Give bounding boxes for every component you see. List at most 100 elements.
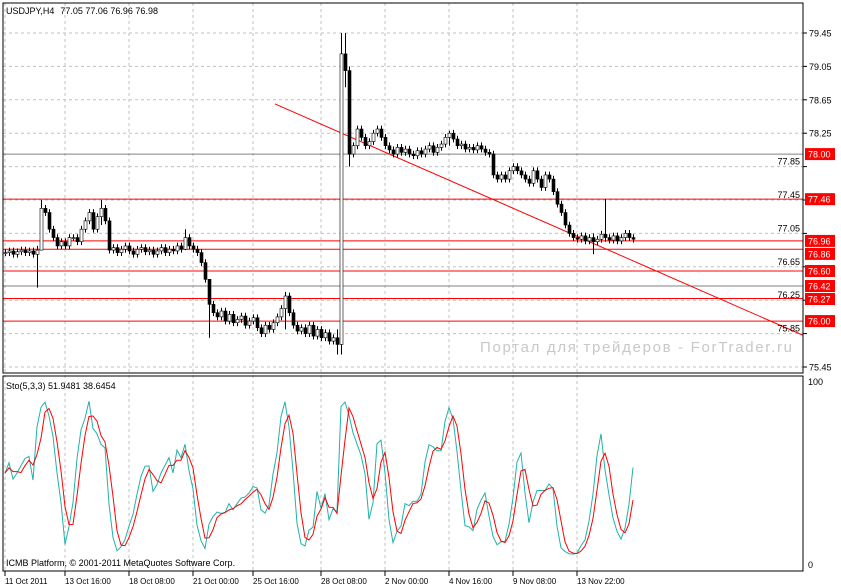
candle-body: [123, 245, 128, 250]
candle-body: [307, 324, 312, 334]
candle-body: [143, 247, 148, 253]
candle-body: [167, 248, 172, 253]
stochastic-lines: [4, 401, 634, 555]
candle-body: [291, 312, 296, 326]
price-tick-label: 77.85: [777, 157, 800, 167]
time-tick-label: 4 Nov 16:00: [449, 577, 493, 586]
candle-body: [603, 233, 608, 238]
candle-body: [587, 237, 592, 242]
candle-body: [571, 233, 576, 238]
candle-body: [79, 228, 84, 243]
price-tick-label: 79.05: [809, 62, 832, 72]
candle-body: [523, 174, 528, 180]
level-label-bg: [805, 293, 835, 306]
candle-body: [491, 153, 496, 176]
price-axis: 79.45 79.05 78.65 78.25 77.85 77.45 77.05 76.65…: [777, 29, 831, 373]
candle-body: [63, 241, 68, 247]
candle-body: [371, 132, 376, 142]
candle-body: [539, 178, 544, 188]
candle-body: [287, 295, 292, 314]
price-tick-label: 76.65: [777, 257, 800, 267]
candle-body: [51, 228, 56, 238]
candle-body: [463, 143, 468, 150]
candle-body: [131, 250, 136, 255]
candle-body: [299, 327, 304, 332]
candle-body: [115, 247, 120, 253]
candle-body: [3, 252, 8, 254]
candle-body: [343, 53, 348, 71]
candle-body: [35, 249, 40, 255]
candle-body: [459, 143, 464, 147]
candle-body: [327, 332, 332, 342]
candle-body: [471, 147, 476, 151]
time-tick-label: 9 Nov 08:00: [513, 577, 557, 586]
candle-body: [467, 147, 472, 150]
level-label-bg: [805, 315, 835, 328]
candle-body: [447, 132, 452, 138]
candle-body: [107, 220, 112, 251]
candle-body: [607, 237, 612, 241]
candle-body: [483, 148, 488, 153]
candle-body: [207, 279, 212, 305]
candle-body: [203, 262, 208, 280]
candle-body: [71, 237, 76, 239]
candle-body: [527, 178, 532, 184]
sto-axis-max: 100: [808, 377, 823, 387]
candle-body: [139, 247, 144, 250]
candle-body: [367, 141, 372, 147]
candle-body: [595, 238, 600, 243]
candle-body: [103, 208, 108, 222]
candle-body: [611, 235, 616, 241]
candle-body: [159, 247, 164, 252]
candle-body: [187, 237, 192, 247]
candle-body: [411, 153, 416, 157]
candle-body: [231, 314, 236, 324]
candle-body: [295, 324, 300, 332]
candle-body: [59, 241, 64, 247]
candle-body: [179, 245, 184, 250]
candle-body: [591, 237, 596, 243]
candle-body: [415, 150, 420, 157]
candle-body: [395, 147, 400, 155]
time-tick-label: 13 Oct 16:00: [65, 577, 111, 586]
candle-body: [475, 145, 480, 151]
candle-body: [87, 212, 92, 222]
candle-body: [83, 220, 88, 230]
candle-body: [39, 208, 44, 251]
candle-body: [435, 147, 440, 153]
candle-body: [363, 137, 368, 147]
trendline[interactable]: [274, 103, 804, 336]
chart-title: USDJPY,H4 77.05 77.06 76.96 76.98: [6, 6, 158, 16]
candles: [3, 33, 636, 355]
candle-body: [175, 245, 180, 252]
candle-body: [535, 170, 540, 180]
candle-body: [191, 245, 196, 250]
sto-axis-min: 0: [808, 560, 813, 570]
level-label-bg: [805, 280, 835, 293]
level-label: 77.46: [808, 195, 831, 205]
candle-body: [499, 174, 504, 180]
time-tick-label: 28 Oct 08:00: [321, 577, 367, 586]
candle-body: [439, 143, 444, 148]
indicator-pane-border: [2, 375, 804, 572]
candle-body: [163, 247, 168, 253]
candle-body: [567, 224, 572, 234]
candle-body: [119, 248, 124, 253]
candle-body: [23, 249, 28, 253]
level-label: 76.86: [808, 249, 831, 259]
candle-body: [623, 233, 628, 238]
level-label-bg: [805, 247, 835, 260]
level-label-bg: [805, 193, 835, 206]
candle-body: [379, 128, 384, 138]
candle-body: [279, 308, 284, 318]
candle-body: [223, 310, 228, 322]
candle-body: [127, 245, 132, 252]
candle-body: [403, 148, 408, 153]
candle-body: [259, 327, 264, 334]
candle-body: [407, 148, 412, 155]
candle-body: [267, 324, 272, 330]
candle-body: [251, 317, 256, 322]
candle-body: [91, 212, 96, 230]
